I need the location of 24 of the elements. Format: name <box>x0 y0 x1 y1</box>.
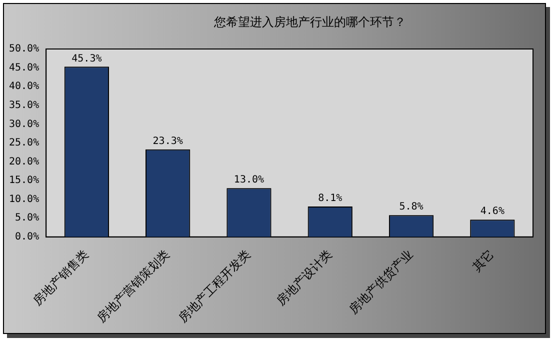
y-tick-label: 0.0% <box>15 232 40 243</box>
x-tick-label: 房地产营销策划类 <box>94 247 172 326</box>
data-label: 13.0% <box>234 174 264 186</box>
y-tick-label: 10.0% <box>8 194 40 205</box>
y-tick-label: 20.0% <box>8 156 40 168</box>
x-tick-label: 房地产供货产业 <box>346 247 416 317</box>
x-tick-label: 房地产设计类 <box>274 247 334 308</box>
chart-title: 您希望进入房地产行业的哪个环节？ <box>214 14 406 31</box>
y-tick-label: 30.0% <box>8 118 40 130</box>
y-tick-label: 50.0% <box>8 44 40 55</box>
y-tick-label: 25.0% <box>8 138 40 149</box>
data-label: 23.3% <box>152 136 183 147</box>
data-label: 8.1% <box>318 193 342 204</box>
y-tick-label: 35.0% <box>8 100 40 111</box>
y-tick-label: 15.0% <box>8 175 40 186</box>
y-tick-label: 45.0% <box>8 62 40 74</box>
y-tick-label: 5.0% <box>15 212 40 224</box>
data-label: 45.3% <box>72 53 102 64</box>
x-tick-label: 房地产销售类 <box>30 247 92 308</box>
x-tick-label: 房地产工程开发类 <box>176 247 254 326</box>
x-tick-label: 其它 <box>470 247 497 274</box>
y-tick-label: 40.0% <box>8 81 40 92</box>
data-label: 4.6% <box>480 206 504 218</box>
data-label: 5.8% <box>399 202 424 213</box>
